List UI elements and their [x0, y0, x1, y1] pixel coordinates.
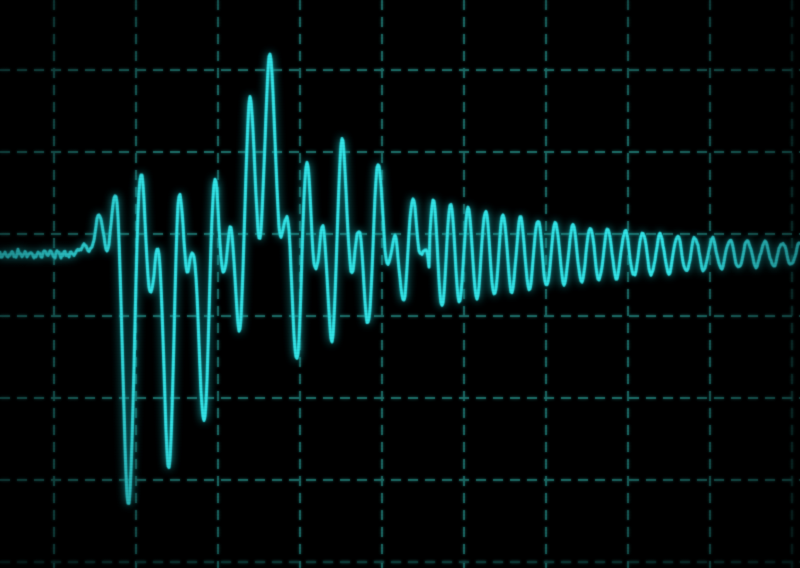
- oscilloscope-waveform-display: [0, 0, 800, 568]
